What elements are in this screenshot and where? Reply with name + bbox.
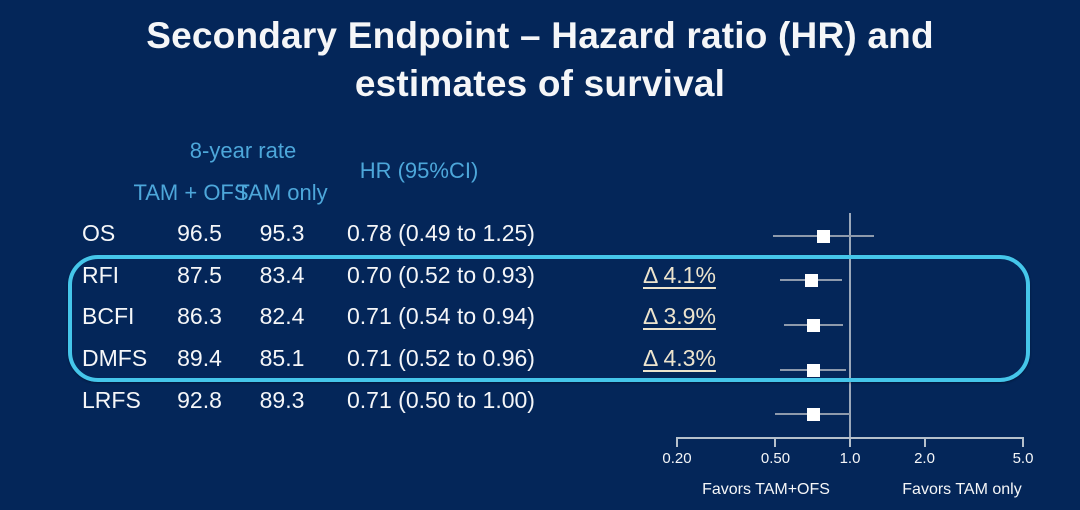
slide-title-line1: Secondary Endpoint – Hazard ratio (HR) a… bbox=[146, 15, 934, 56]
x-axis-tick bbox=[675, 437, 678, 447]
hr-ci-value: 0.71 (0.50 to 1.00) bbox=[347, 386, 535, 413]
delta-value: Δ 4.3% bbox=[643, 345, 716, 372]
tam-only-rate: 82.4 bbox=[259, 303, 305, 330]
hr-marker-dmfs bbox=[806, 363, 820, 377]
row-label: DMFS bbox=[82, 345, 148, 372]
x-axis-tick-label: 0.50 bbox=[760, 450, 791, 467]
reference-line-hr1 bbox=[849, 213, 851, 447]
tam-ofs-rate: 92.8 bbox=[177, 386, 222, 413]
favors-left-label: Favors TAM+OFS bbox=[702, 481, 830, 498]
tam-ofs-rate: 96.5 bbox=[177, 220, 222, 247]
tam-only-rate: 95.3 bbox=[259, 220, 305, 247]
row-label: RFI bbox=[82, 261, 120, 288]
tam-only-rate: 83.4 bbox=[259, 261, 305, 288]
hr-ci-value: 0.71 (0.52 to 0.96) bbox=[347, 345, 535, 372]
row-label: OS bbox=[82, 220, 116, 247]
hr-ci-value: 0.78 (0.49 to 1.25) bbox=[347, 220, 535, 247]
hr-marker-rfi bbox=[805, 273, 819, 287]
hr-marker-lrfs bbox=[806, 407, 820, 421]
x-axis-tick-label: 0.20 bbox=[662, 450, 692, 467]
hr-marker-bcfi bbox=[806, 318, 820, 332]
delta-value: Δ 4.1% bbox=[643, 261, 716, 288]
slide-title: Secondary Endpoint – Hazard ratio (HR) a… bbox=[0, 12, 1080, 108]
row-label: LRFS bbox=[82, 386, 141, 413]
col-header-tam-ofs: TAM + OFS bbox=[133, 180, 249, 205]
tam-ofs-rate: 86.3 bbox=[177, 303, 222, 330]
group-header-8-year-rate: 8-year rate bbox=[189, 138, 297, 163]
x-axis-tick bbox=[923, 437, 926, 447]
x-axis-tick bbox=[774, 437, 777, 447]
x-axis-tick bbox=[1022, 437, 1024, 447]
hr-header: HR (95%CI) bbox=[359, 158, 479, 183]
endpoints-table: OS 96.5 95.3 0.78 (0.49 to 1.25) RFI 87.… bbox=[82, 213, 722, 421]
tam-ofs-rate: 89.4 bbox=[177, 345, 222, 372]
slide-title-line2: estimates of survival bbox=[354, 63, 726, 104]
x-axis-tick-label: 1.0 bbox=[839, 450, 861, 467]
x-axis-tick-label: 2.0 bbox=[914, 450, 935, 467]
tam-only-rate: 89.3 bbox=[259, 386, 305, 413]
delta-value: Δ 3.9% bbox=[643, 303, 716, 330]
tam-only-rate: 85.1 bbox=[259, 345, 305, 372]
x-axis-tick bbox=[849, 437, 851, 447]
hr-marker-os bbox=[816, 229, 830, 243]
hr-ci-value: 0.70 (0.52 to 0.93) bbox=[347, 261, 535, 288]
x-axis-tick-label: 5.0 bbox=[1012, 450, 1034, 467]
col-header-tam-only: TAM only bbox=[236, 180, 328, 205]
hr-ci-value: 0.71 (0.54 to 0.94) bbox=[347, 303, 535, 330]
tam-ofs-rate: 87.5 bbox=[177, 261, 222, 288]
row-label: BCFI bbox=[82, 303, 135, 330]
favors-right-label: Favors TAM only bbox=[902, 481, 1022, 498]
